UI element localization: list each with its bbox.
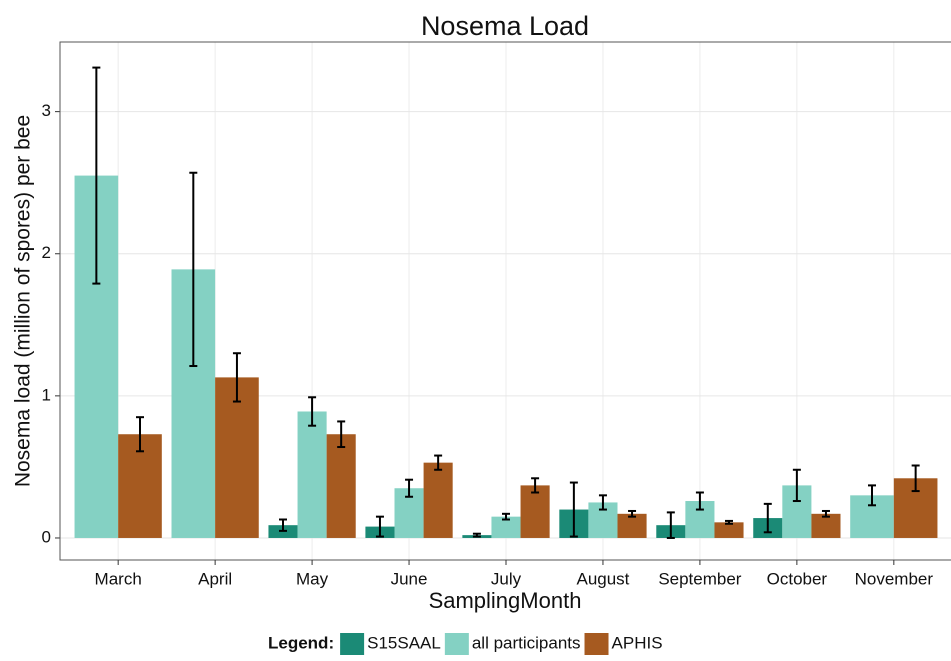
- error-bar: [472, 532, 481, 538]
- bar: [326, 434, 356, 538]
- x-tick-label: May: [296, 569, 329, 588]
- error-bar: [531, 477, 540, 494]
- x-axis-title: SamplingMonth: [429, 588, 582, 613]
- y-tick-label: 3: [42, 101, 51, 120]
- x-tick-label: November: [855, 569, 934, 588]
- error-bar: [821, 509, 830, 518]
- x-tick-label: August: [576, 569, 629, 588]
- error-bar: [598, 494, 607, 511]
- error-bar: [279, 518, 287, 532]
- y-axis-title: Nosema load (million of spores) per bee: [12, 115, 35, 487]
- error-bar: [911, 464, 920, 493]
- legend-title: Legend:: [268, 633, 334, 652]
- error-bar: [628, 509, 637, 518]
- x-tick-label: June: [391, 569, 428, 588]
- error-bar: [135, 416, 144, 453]
- x-tick-label: April: [198, 569, 232, 588]
- error-bar: [502, 512, 510, 521]
- y-tick-label: 1: [42, 385, 51, 404]
- bar: [714, 522, 744, 538]
- error-bar: [434, 454, 443, 471]
- error-bar: [868, 484, 877, 507]
- legend-swatch: [444, 633, 469, 655]
- error-bar: [308, 396, 317, 427]
- x-tick-label: October: [767, 569, 828, 588]
- bar: [617, 513, 647, 538]
- legend-label: S15SAAL: [367, 633, 441, 652]
- bar: [423, 462, 453, 538]
- bar: [297, 411, 327, 538]
- error-bar: [695, 491, 704, 511]
- bar: [811, 513, 841, 538]
- x-tick-label: July: [491, 569, 522, 588]
- error-bar: [725, 519, 733, 525]
- error-bar: [405, 478, 414, 498]
- error-bar: [337, 420, 346, 449]
- error-bar: [92, 66, 101, 285]
- error-bar: [666, 511, 675, 539]
- x-tick-label: September: [658, 569, 741, 588]
- x-tick-label: March: [95, 569, 142, 588]
- legend-swatch: [340, 633, 365, 655]
- legend-swatch: [584, 633, 609, 655]
- error-bar: [375, 515, 384, 538]
- y-tick-label: 2: [42, 243, 51, 262]
- chart-title: Nosema Load: [421, 11, 589, 41]
- bar: [520, 485, 550, 538]
- bar: [491, 516, 521, 538]
- legend-label: APHIS: [612, 633, 663, 652]
- error-bar: [763, 502, 772, 534]
- legend-label: all participants: [472, 633, 581, 652]
- error-bar: [792, 468, 801, 503]
- y-tick-label: 0: [42, 527, 51, 546]
- bar: [215, 377, 259, 538]
- error-bar: [189, 171, 198, 368]
- error-bar: [569, 481, 578, 538]
- error-bar: [232, 352, 241, 403]
